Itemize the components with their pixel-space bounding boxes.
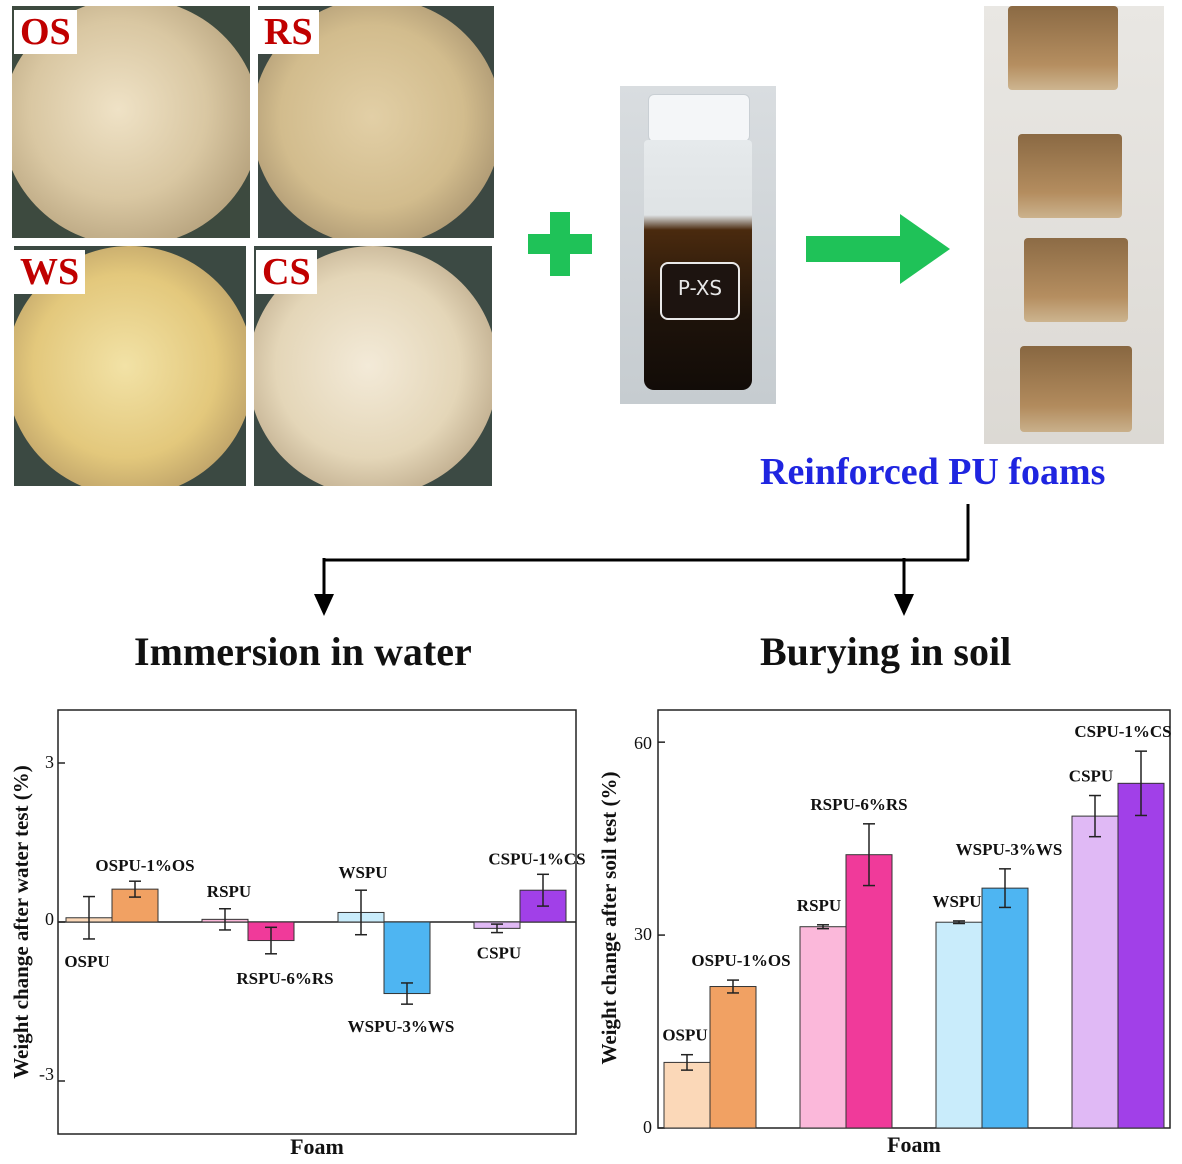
bar-cspu [1071, 815, 1119, 1129]
bar-label: OSPU-1%OS [95, 856, 194, 875]
bar-label: RSPU [797, 896, 841, 915]
process-arrow-icon [806, 214, 950, 284]
foam-block [1020, 346, 1132, 432]
label-os: OS [14, 10, 77, 54]
bar-label: WSPU-3%WS [956, 840, 1063, 859]
y-axis-label: Weight change after soil test (%) [597, 772, 621, 1065]
water-test-chart: Weight change after water test (%) Foam … [9, 709, 586, 1159]
label-rs: RS [258, 10, 319, 54]
plot-frame [657, 709, 1171, 1129]
vial-cap [648, 94, 750, 142]
bar-label: CSPU-1%CS [1074, 722, 1171, 741]
branch-label-water: Immersion in water [134, 629, 472, 674]
foam-block [1008, 6, 1118, 90]
photo-polyol-vial: P-XS [620, 86, 776, 404]
bar-label: RSPU-6%RS [810, 795, 907, 814]
y-tick-label: 0 [45, 909, 54, 929]
photo-pu-foams [984, 6, 1164, 444]
bar-label: OSPU-1%OS [691, 951, 790, 970]
bar-label: CSPU [1069, 767, 1113, 786]
bar-ospu [663, 1061, 711, 1129]
bar-label: WSPU [338, 863, 387, 882]
y-tick-label: 0 [643, 1117, 652, 1137]
branch-connector [314, 504, 970, 616]
bar-label: WSPU-3%WS [348, 1017, 455, 1036]
y-tick-label: -3 [39, 1064, 54, 1084]
bar-label: RSPU [207, 882, 251, 901]
bar-wspu-3-ws [383, 921, 431, 995]
bar-wspu-3-ws [981, 887, 1029, 1129]
bar-label: CSPU [477, 944, 521, 963]
bar-label: OSPU [662, 1026, 707, 1045]
x-axis-label: Foam [887, 1132, 941, 1157]
bar-rspu [799, 926, 847, 1129]
photo-wheat-straw [14, 246, 246, 486]
x-axis-label: Foam [290, 1134, 344, 1159]
plus-icon [528, 212, 592, 276]
bar-wspu [935, 921, 983, 1129]
y-tick-label: 30 [634, 924, 652, 944]
bar-cspu-1-cs [1117, 782, 1165, 1129]
branch-label-soil: Burying in soil [760, 629, 1012, 674]
soil-test-chart: Weight change after soil test (%) Foam 0… [597, 709, 1172, 1157]
product-label: Reinforced PU foams [760, 451, 1106, 493]
y-tick-label: 3 [45, 752, 54, 772]
vial-label: P-XS [677, 276, 723, 300]
y-tick-label: 60 [634, 733, 652, 753]
bar-label: OSPU [64, 952, 109, 971]
bar-rspu-6-rs [845, 854, 893, 1129]
vial-label-tag [660, 262, 740, 320]
bar-label: WSPU [932, 892, 981, 911]
label-ws: WS [14, 250, 86, 294]
foam-block [1024, 238, 1128, 322]
y-axis-label: Weight change after water test (%) [9, 765, 33, 1079]
bar-label: RSPU-6%RS [236, 969, 333, 988]
label-cs: CS [256, 250, 317, 294]
foam-block [1018, 134, 1122, 218]
bar-ospu-1-os [709, 986, 757, 1129]
bar-label: CSPU-1%CS [488, 849, 585, 868]
